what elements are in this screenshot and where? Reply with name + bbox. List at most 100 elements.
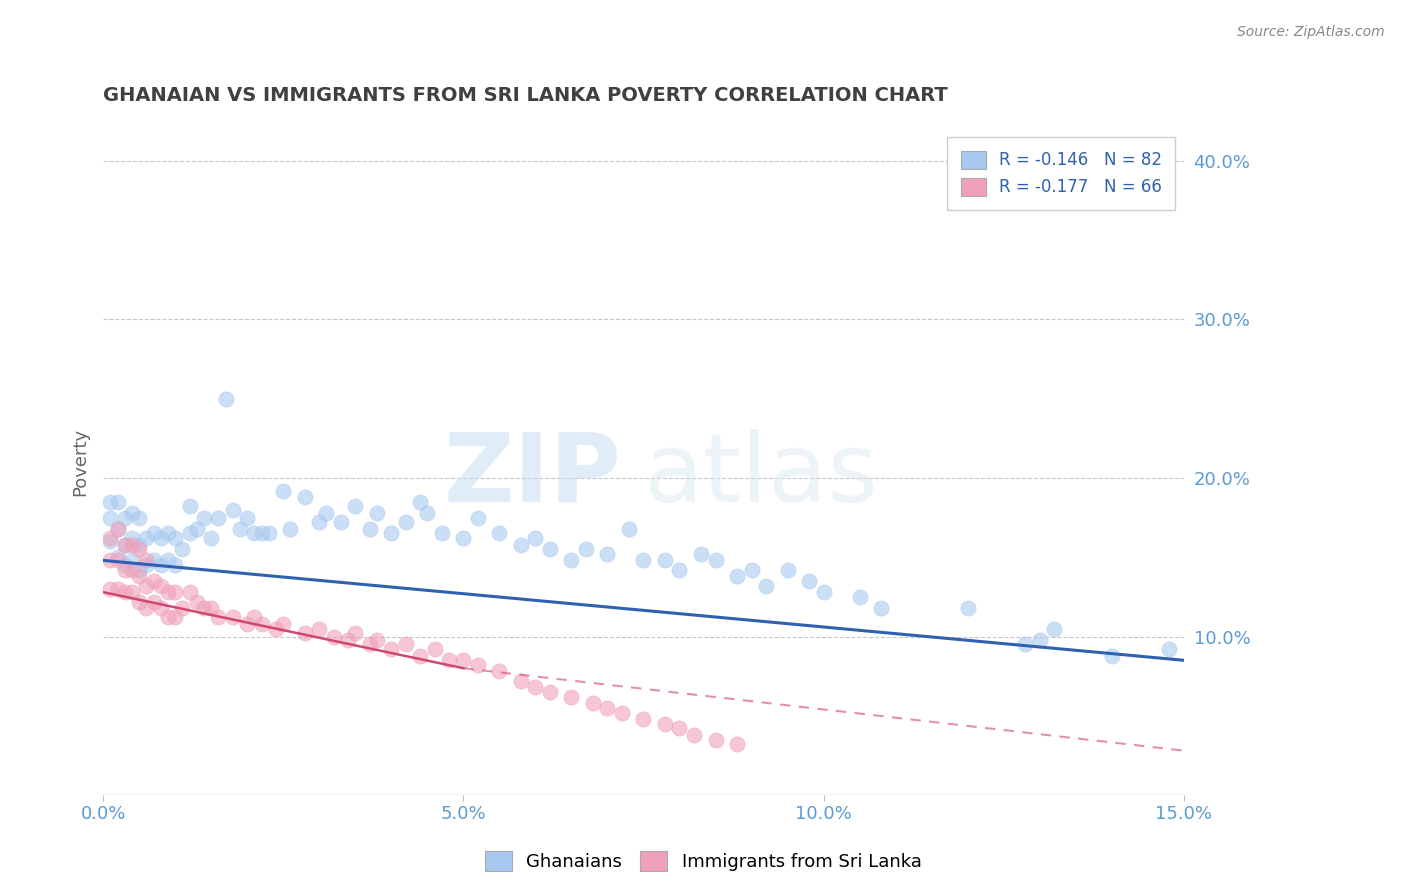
- Point: [560, 690, 582, 704]
- Point: [1159, 642, 1181, 657]
- Point: [98, 553, 121, 567]
- Point: [156, 526, 179, 541]
- Text: atlas: atlas: [644, 429, 879, 522]
- Point: [121, 585, 143, 599]
- Point: [121, 506, 143, 520]
- Point: [308, 516, 330, 530]
- Point: [107, 494, 129, 508]
- Point: [186, 522, 208, 536]
- Point: [236, 616, 259, 631]
- Point: [776, 563, 799, 577]
- Point: [956, 601, 979, 615]
- Point: [98, 494, 121, 508]
- Point: [142, 574, 165, 588]
- Point: [337, 632, 360, 647]
- Point: [308, 622, 330, 636]
- Point: [416, 506, 439, 520]
- Point: [453, 531, 475, 545]
- Point: [243, 526, 266, 541]
- Point: [395, 516, 418, 530]
- Point: [538, 542, 561, 557]
- Point: [560, 553, 582, 567]
- Point: [243, 610, 266, 624]
- Point: [366, 632, 388, 647]
- Point: [114, 537, 136, 551]
- Point: [366, 506, 388, 520]
- Point: [149, 579, 172, 593]
- Point: [142, 553, 165, 567]
- Point: [107, 550, 129, 565]
- Point: [207, 510, 229, 524]
- Point: [98, 582, 121, 596]
- Point: [409, 648, 432, 663]
- Point: [98, 510, 121, 524]
- Point: [654, 553, 676, 567]
- Point: [107, 553, 129, 567]
- Point: [264, 622, 287, 636]
- Point: [725, 569, 748, 583]
- Point: [1014, 637, 1036, 651]
- Point: [250, 526, 273, 541]
- Point: [430, 526, 453, 541]
- Point: [848, 590, 870, 604]
- Point: [193, 510, 215, 524]
- Point: [1101, 648, 1123, 663]
- Point: [236, 510, 259, 524]
- Point: [610, 706, 633, 720]
- Point: [149, 558, 172, 573]
- Y-axis label: Poverty: Poverty: [72, 428, 89, 496]
- Point: [179, 500, 201, 514]
- Point: [409, 494, 432, 508]
- Point: [1028, 632, 1050, 647]
- Point: [193, 601, 215, 615]
- Point: [156, 585, 179, 599]
- Point: [280, 522, 302, 536]
- Point: [107, 522, 129, 536]
- Text: ZIP: ZIP: [444, 429, 621, 522]
- Legend: Ghanaians, Immigrants from Sri Lanka: Ghanaians, Immigrants from Sri Lanka: [478, 844, 928, 879]
- Point: [128, 563, 150, 577]
- Point: [222, 610, 245, 624]
- Point: [128, 510, 150, 524]
- Point: [135, 579, 157, 593]
- Point: [114, 510, 136, 524]
- Point: [510, 673, 533, 688]
- Point: [121, 553, 143, 567]
- Point: [524, 531, 547, 545]
- Point: [596, 701, 619, 715]
- Point: [488, 665, 510, 679]
- Point: [207, 610, 229, 624]
- Point: [250, 616, 273, 631]
- Point: [200, 601, 222, 615]
- Point: [294, 626, 316, 640]
- Point: [380, 526, 402, 541]
- Point: [107, 522, 129, 536]
- Point: [870, 601, 893, 615]
- Point: [488, 526, 510, 541]
- Point: [524, 680, 547, 694]
- Point: [467, 658, 489, 673]
- Point: [186, 594, 208, 608]
- Point: [128, 537, 150, 551]
- Point: [813, 585, 835, 599]
- Point: [257, 526, 280, 541]
- Point: [165, 585, 187, 599]
- Point: [725, 737, 748, 751]
- Point: [114, 585, 136, 599]
- Point: [423, 642, 446, 657]
- Point: [156, 553, 179, 567]
- Point: [135, 553, 157, 567]
- Point: [294, 490, 316, 504]
- Point: [704, 732, 727, 747]
- Point: [690, 547, 713, 561]
- Point: [128, 594, 150, 608]
- Point: [135, 531, 157, 545]
- Point: [229, 522, 252, 536]
- Point: [755, 579, 778, 593]
- Point: [668, 722, 690, 736]
- Point: [799, 574, 821, 588]
- Point: [575, 542, 598, 557]
- Point: [510, 537, 533, 551]
- Point: [582, 696, 605, 710]
- Point: [107, 582, 129, 596]
